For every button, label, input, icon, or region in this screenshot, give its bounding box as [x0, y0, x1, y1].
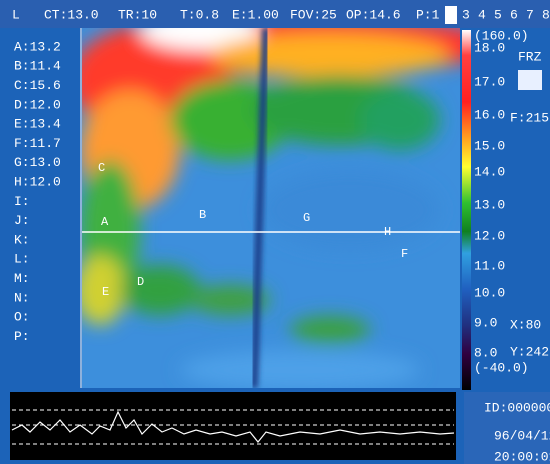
image-marker: B: [199, 208, 206, 222]
thermal-screen: LCT:13.0TR:10T:0.8E:1.00FOV:25OP:14.6P:1…: [0, 0, 550, 464]
status-item: CT:13.0: [44, 7, 99, 22]
page-number: 6: [510, 7, 518, 22]
scale-label: 10.0: [474, 285, 505, 300]
status-item: OP:14.6: [346, 7, 401, 22]
scale-label: 16.0: [474, 107, 505, 122]
image-marker: H: [384, 225, 391, 239]
image-marker: F: [401, 247, 408, 261]
freeze-label: FRZ: [518, 49, 542, 64]
page-number: 5: [494, 7, 502, 22]
point-reading: G:13.0: [14, 155, 61, 170]
image-marker: C: [98, 161, 105, 175]
x-coordinate: X:80: [510, 317, 541, 332]
status-item: E:1.00: [232, 7, 279, 22]
point-reading: E:13.4: [14, 117, 61, 132]
point-reading: I:: [14, 194, 30, 209]
point-reading: B:11.4: [14, 59, 61, 74]
point-reading: P:: [14, 329, 30, 344]
scale-label: 9.0: [474, 315, 497, 330]
image-marker: D: [137, 275, 144, 289]
thermal-image: [70, 10, 500, 390]
point-reading: C:15.6: [14, 78, 61, 93]
status-item: TR:10: [118, 7, 157, 22]
scale-label: 8.0: [474, 345, 497, 360]
status-item: FOV:25: [290, 7, 337, 22]
page-number: 8: [542, 7, 550, 22]
frame-label: F:215: [510, 110, 549, 125]
page-number: 7: [526, 7, 534, 22]
scale-label: 13.0: [474, 197, 505, 212]
point-reading: A:13.2: [14, 39, 61, 54]
point-reading: D:12.0: [14, 97, 61, 112]
point-reading: H:12.0: [14, 175, 61, 190]
scale-label: 12.0: [474, 228, 505, 243]
freeze-icon: [518, 70, 542, 90]
y-coordinate: Y:242: [510, 344, 549, 359]
image-marker: A: [101, 215, 109, 229]
time-label: 20:00:01: [494, 449, 550, 464]
point-reading: N:: [14, 290, 30, 305]
page-number: P:1: [416, 7, 440, 22]
scale-label: (-40.0): [474, 360, 529, 375]
point-reading: K:: [14, 232, 30, 247]
scale-label: 11.0: [474, 258, 505, 273]
scale-label: 14.0: [474, 164, 505, 179]
color-scale-bar: [462, 30, 471, 390]
scale-label: 15.0: [474, 138, 505, 153]
date-label: 96/04/12: [494, 428, 550, 443]
point-reading: L:: [14, 252, 30, 267]
point-reading: J:: [14, 213, 30, 228]
scale-label: 18.0: [474, 40, 505, 55]
profile-graph: [10, 392, 456, 460]
point-reading: M:: [14, 271, 30, 286]
mode-label: L: [12, 7, 20, 22]
image-marker: E: [102, 285, 109, 299]
point-reading: O:: [14, 310, 30, 325]
status-item: T:0.8: [180, 7, 219, 22]
point-reading: F:11.7: [14, 136, 61, 151]
page-number: 2: [447, 7, 455, 22]
page-number: 3: [462, 7, 470, 22]
scale-label: 17.0: [474, 74, 505, 89]
page-number: 4: [478, 7, 486, 22]
image-marker: G: [303, 211, 310, 225]
id-label: ID:000000: [484, 400, 550, 415]
